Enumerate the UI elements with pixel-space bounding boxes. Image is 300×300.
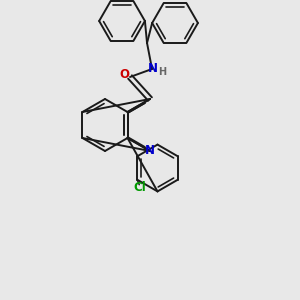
Text: N: N	[145, 145, 155, 158]
Text: O: O	[119, 68, 129, 82]
Text: N: N	[148, 62, 158, 76]
Text: H: H	[158, 67, 166, 77]
Text: Cl: Cl	[133, 181, 146, 194]
